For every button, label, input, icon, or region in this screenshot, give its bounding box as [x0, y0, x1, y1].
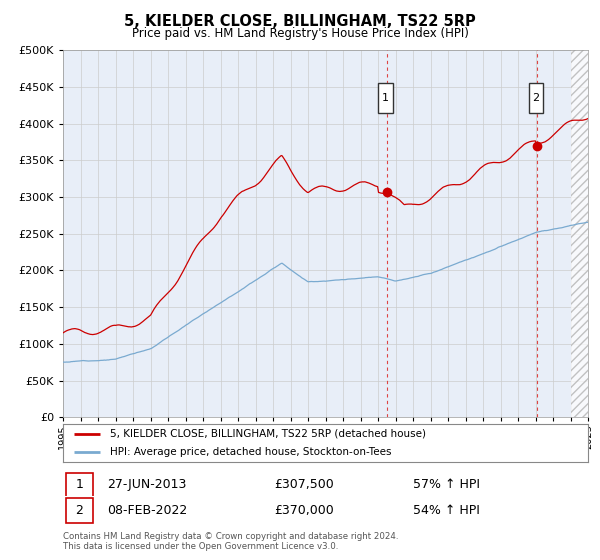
Text: Price paid vs. HM Land Registry's House Price Index (HPI): Price paid vs. HM Land Registry's House … [131, 27, 469, 40]
FancyBboxPatch shape [529, 83, 544, 113]
Text: 54% ↑ HPI: 54% ↑ HPI [413, 504, 479, 517]
Text: 1: 1 [76, 478, 83, 492]
Text: 2: 2 [532, 93, 539, 103]
Text: 5, KIELDER CLOSE, BILLINGHAM, TS22 5RP: 5, KIELDER CLOSE, BILLINGHAM, TS22 5RP [124, 14, 476, 29]
Text: 5, KIELDER CLOSE, BILLINGHAM, TS22 5RP (detached house): 5, KIELDER CLOSE, BILLINGHAM, TS22 5RP (… [110, 429, 426, 439]
Text: 27-JUN-2013: 27-JUN-2013 [107, 478, 187, 492]
FancyBboxPatch shape [378, 83, 393, 113]
Text: Contains HM Land Registry data © Crown copyright and database right 2024.
This d: Contains HM Land Registry data © Crown c… [63, 532, 398, 552]
Text: 1: 1 [382, 93, 389, 103]
Bar [65, 473, 93, 497]
Text: £370,000: £370,000 [275, 504, 334, 517]
Text: 08-FEB-2022: 08-FEB-2022 [107, 504, 187, 517]
Text: HPI: Average price, detached house, Stockton-on-Tees: HPI: Average price, detached house, Stoc… [110, 447, 392, 457]
Text: 2: 2 [76, 504, 83, 517]
Text: £307,500: £307,500 [275, 478, 334, 492]
Text: 57% ↑ HPI: 57% ↑ HPI [413, 478, 480, 492]
Bar [65, 498, 93, 523]
